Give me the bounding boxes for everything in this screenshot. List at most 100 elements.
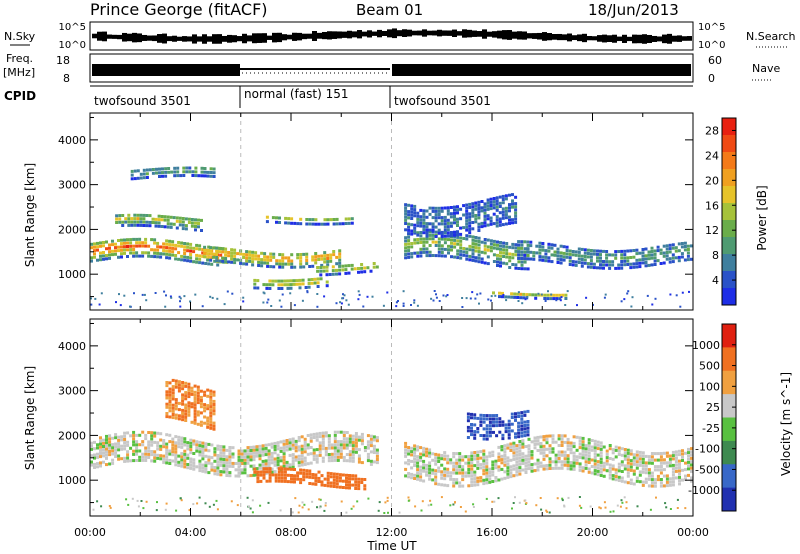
velocity-cell xyxy=(507,436,511,440)
velocity-cell xyxy=(273,445,277,448)
velocity-cell xyxy=(455,465,459,469)
power-cell xyxy=(195,247,199,251)
velocity-cell xyxy=(252,473,256,477)
velocity-cell xyxy=(252,455,256,458)
velocity-noise-cell xyxy=(540,508,543,511)
velocity-cell xyxy=(177,417,181,421)
velocity-cell xyxy=(360,432,364,436)
velocity-cell xyxy=(282,455,286,459)
power-cell xyxy=(184,224,188,228)
velocity-cell xyxy=(201,451,205,454)
power-cell xyxy=(505,242,509,245)
power-cell xyxy=(127,220,131,224)
velocity-cell xyxy=(206,422,210,426)
power-cell xyxy=(437,222,441,226)
power-noise-cell xyxy=(395,301,398,304)
power-cell xyxy=(171,246,175,250)
power-cell xyxy=(443,225,447,229)
power-cell xyxy=(338,252,342,256)
nsky-trace-segment xyxy=(502,30,507,40)
velocity-cell xyxy=(294,446,298,450)
velocity-cell xyxy=(674,456,678,460)
velocity-cell xyxy=(192,464,196,468)
velocity-cell xyxy=(299,471,303,475)
power-cell xyxy=(629,266,633,270)
power-cell xyxy=(480,240,484,244)
power-cell xyxy=(161,174,164,178)
velocity-cell xyxy=(563,460,567,464)
nsky-trace-segment xyxy=(632,34,637,44)
velocity-cell xyxy=(473,416,477,420)
velocity-cell xyxy=(443,457,447,461)
velocity-cell xyxy=(105,444,108,448)
power-cell xyxy=(257,254,261,258)
power-cell xyxy=(502,244,506,248)
velocity-cell xyxy=(259,479,263,483)
velocity-cell xyxy=(608,473,612,477)
colorbar-tick-label: 100 xyxy=(699,380,720,393)
power-cell xyxy=(166,215,170,219)
velocity-cell xyxy=(258,454,262,458)
power-cell xyxy=(183,248,187,252)
nsky-trace-segment xyxy=(277,32,282,43)
velocity-noise-cell xyxy=(669,508,672,510)
velocity-cell xyxy=(678,462,681,466)
velocity-cell xyxy=(193,415,197,419)
velocity-cell xyxy=(174,441,178,445)
nave-tick-bottom: 0 xyxy=(708,72,715,85)
power-cell xyxy=(165,242,169,246)
velocity-cell xyxy=(315,454,319,458)
velocity-noise-cell xyxy=(279,509,282,512)
power-cell xyxy=(136,223,140,227)
power-cell xyxy=(483,211,487,215)
velocity-cell xyxy=(584,460,588,464)
velocity-cell xyxy=(452,484,456,488)
velocity-cell xyxy=(488,417,492,421)
velocity-cell xyxy=(569,467,573,471)
velocity-cell xyxy=(482,472,486,476)
velocity-cell xyxy=(375,451,379,455)
power-cell xyxy=(209,249,213,253)
velocity-cell xyxy=(647,468,651,472)
power-cell xyxy=(508,259,512,263)
power-cell xyxy=(453,218,456,222)
velocity-cell xyxy=(209,414,213,418)
power-cell xyxy=(690,257,693,261)
power-cell xyxy=(212,252,216,256)
power-cell xyxy=(155,171,158,175)
power-cell xyxy=(480,260,484,264)
velocity-cell xyxy=(602,465,606,468)
velocity-cell xyxy=(327,443,331,447)
velocity-cell xyxy=(249,449,253,452)
velocity-cell xyxy=(311,482,315,486)
power-cell xyxy=(465,254,469,258)
velocity-cell xyxy=(671,473,675,477)
power-cell xyxy=(311,258,315,262)
power-cell xyxy=(431,222,435,226)
nsky-trace-segment xyxy=(437,29,442,37)
power-cell xyxy=(184,227,188,231)
velocity-cell xyxy=(348,443,352,447)
power-cell xyxy=(136,213,140,217)
velocity-cell xyxy=(638,470,642,474)
velocity-cell xyxy=(473,477,477,481)
power-noise-cell xyxy=(209,295,212,298)
velocity-cell xyxy=(629,449,633,453)
velocity-cell xyxy=(375,448,379,452)
velocity-cell xyxy=(461,458,465,462)
nsky-trace-segment xyxy=(212,34,217,44)
power-cell xyxy=(474,204,478,208)
power-cell xyxy=(174,254,178,257)
power-cell xyxy=(206,174,210,178)
velocity-cell xyxy=(656,465,660,469)
nsky-trace-segment xyxy=(652,35,657,42)
nsky-trace-segment xyxy=(542,32,547,41)
power-noise-cell xyxy=(129,305,131,308)
velocity-cell xyxy=(193,403,197,407)
power-cell xyxy=(496,240,499,244)
velocity-cell xyxy=(587,441,591,445)
power-cell xyxy=(410,229,414,233)
velocity-cell xyxy=(150,437,154,441)
velocity-cell xyxy=(261,447,265,451)
